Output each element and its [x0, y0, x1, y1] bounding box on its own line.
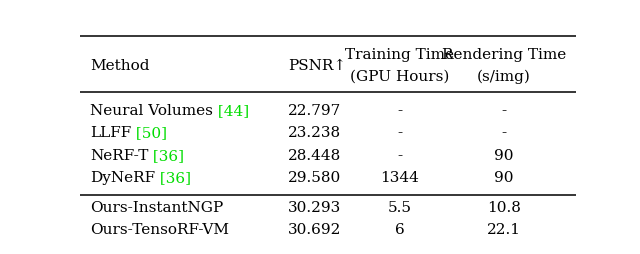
Text: 6: 6: [395, 223, 404, 237]
Text: Ours-InstantNGP: Ours-InstantNGP: [90, 201, 223, 215]
Text: Neural Volumes: Neural Volumes: [90, 104, 212, 118]
Text: 22.1: 22.1: [487, 223, 521, 237]
Text: Training Time: Training Time: [346, 48, 454, 62]
Text: 1344: 1344: [381, 171, 419, 185]
Text: (s/img): (s/img): [477, 69, 531, 84]
Text: -: -: [502, 104, 507, 118]
Text: (GPU Hours): (GPU Hours): [350, 69, 450, 84]
Text: [44]: [44]: [212, 104, 249, 118]
Text: 90: 90: [494, 149, 514, 163]
Text: NeRF-T: NeRF-T: [90, 149, 148, 163]
Text: [50]: [50]: [131, 126, 167, 140]
Text: 30.293: 30.293: [288, 201, 342, 215]
Text: 23.238: 23.238: [288, 126, 342, 140]
Text: -: -: [397, 149, 403, 163]
Text: 22.797: 22.797: [288, 104, 342, 118]
Text: DyNeRF: DyNeRF: [90, 171, 155, 185]
Text: Ours-TensoRF-VM: Ours-TensoRF-VM: [90, 223, 229, 237]
Text: Rendering Time: Rendering Time: [442, 48, 566, 62]
Text: -: -: [397, 126, 403, 140]
Text: [36]: [36]: [148, 149, 184, 163]
Text: Method: Method: [90, 59, 149, 73]
Text: 90: 90: [494, 171, 514, 185]
Text: 5.5: 5.5: [388, 201, 412, 215]
Text: LLFF: LLFF: [90, 126, 131, 140]
Text: 10.8: 10.8: [487, 201, 521, 215]
Text: 30.692: 30.692: [288, 223, 342, 237]
Text: 28.448: 28.448: [288, 149, 342, 163]
Text: [36]: [36]: [155, 171, 191, 185]
Text: -: -: [397, 104, 403, 118]
Text: 29.580: 29.580: [288, 171, 342, 185]
Text: -: -: [502, 126, 507, 140]
Text: PSNR↑: PSNR↑: [288, 59, 346, 73]
